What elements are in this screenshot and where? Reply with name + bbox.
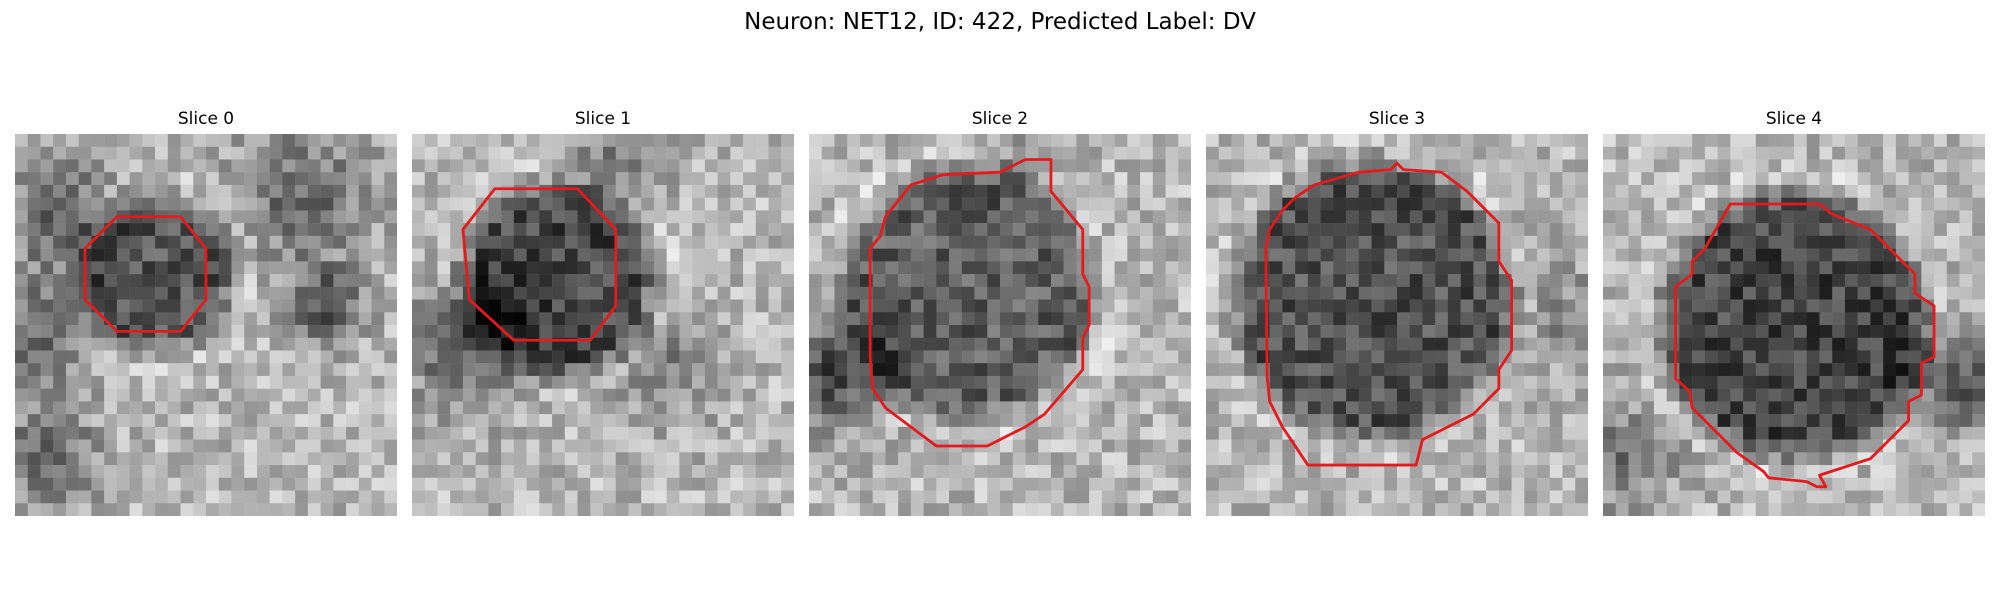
- slice-4-image: [1603, 134, 1985, 516]
- slice-0-contour: [83, 215, 208, 333]
- slice-0-title: Slice 0: [177, 109, 235, 129]
- slice-0-image: [15, 134, 397, 516]
- slice-3-contour: [1264, 161, 1514, 467]
- slice-2-image: [809, 134, 1191, 516]
- slice-1-image: [412, 134, 794, 516]
- slice-1-contour: [461, 187, 618, 342]
- slice-3-image: [1206, 134, 1588, 516]
- slice-3-title: Slice 3: [1368, 109, 1426, 129]
- slice-1-title: Slice 1: [574, 109, 632, 129]
- slice-2-contour: [868, 158, 1091, 448]
- figure-title: Neuron: NET12, ID: 422, Predicted Label:…: [744, 9, 1256, 35]
- slice-4-title: Slice 4: [1765, 109, 1823, 129]
- slice-2-title: Slice 2: [971, 109, 1029, 129]
- slice-4-contour: [1674, 202, 1936, 489]
